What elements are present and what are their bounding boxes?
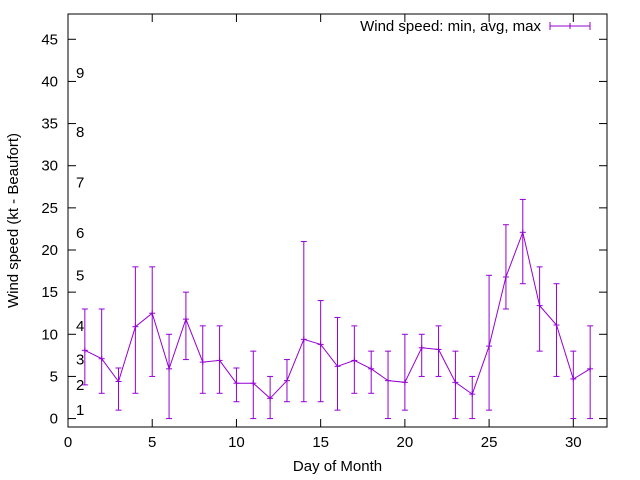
y-axis-title: Wind speed (kt - Beaufort)	[5, 133, 22, 308]
error-bar-day-19	[385, 350, 392, 420]
error-bar-day-28	[536, 266, 543, 352]
error-bar-day-16	[334, 316, 341, 411]
legend: Wind speed: min, avg, max	[360, 18, 591, 35]
error-bar-day-2	[98, 308, 105, 394]
wind-speed-series	[81, 198, 594, 420]
error-bar-day-11	[250, 350, 257, 420]
y-tick-label: 5	[50, 368, 58, 385]
y-tick-label: 0	[50, 411, 58, 428]
error-bar-day-12	[267, 375, 274, 420]
error-bar-day-13	[283, 359, 290, 403]
legend-label: Wind speed: min, avg, max	[360, 18, 541, 35]
x-tick-label: 0	[64, 434, 72, 451]
y-tick-label: 35	[41, 116, 58, 133]
error-bar-day-23	[452, 350, 459, 420]
y-tick-label: 45	[41, 31, 58, 48]
error-bar-day-22	[435, 325, 442, 377]
error-bar-day-7	[182, 291, 189, 361]
error-bar-day-8	[199, 325, 206, 394]
error-bar-day-17	[351, 325, 358, 394]
error-bar-day-4	[132, 266, 139, 394]
beaufort-scale-labels: 1 2 3 4 5 6 7 8 9	[76, 65, 84, 419]
y-tick-label: 15	[41, 284, 58, 301]
error-bar-day-14	[300, 241, 307, 403]
error-bar-day-20	[401, 333, 408, 411]
error-bar-day-24	[469, 375, 476, 420]
x-axis-title: Day of Month	[293, 458, 382, 475]
beaufort-label: 4	[76, 318, 84, 335]
beaufort-label: 7	[76, 175, 84, 192]
error-bar-day-25	[486, 274, 493, 411]
x-tick-label: 25	[481, 434, 498, 451]
error-bar-day-3	[115, 367, 122, 411]
error-bar-day-30	[570, 350, 577, 420]
x-tick-label: 15	[312, 434, 329, 451]
y-tick-label: 20	[41, 242, 58, 259]
beaufort-label: 6	[76, 225, 84, 242]
error-bar-day-5	[149, 266, 156, 377]
error-bar-day-26	[502, 224, 509, 310]
error-bar-day-21	[418, 333, 425, 377]
error-bar-day-15	[317, 300, 324, 403]
legend-sample-line	[549, 22, 591, 30]
x-tick-label: 20	[397, 434, 414, 451]
error-bar-day-10	[233, 367, 240, 403]
error-bar-day-31	[587, 325, 594, 420]
y-tick-label: 40	[41, 73, 58, 90]
y-tick-label: 25	[41, 200, 58, 217]
beaufort-label: 8	[76, 124, 84, 141]
error-bar-day-1	[81, 308, 88, 386]
x-axis-ticks: 0 5 10 15 20 25 30	[64, 14, 582, 451]
beaufort-label: 3	[76, 352, 84, 369]
error-bar-day-18	[368, 350, 375, 394]
y-tick-label: 10	[41, 326, 58, 343]
x-tick-label: 30	[565, 434, 582, 451]
beaufort-label: 5	[76, 267, 84, 284]
beaufort-label: 9	[76, 65, 84, 82]
y-tick-label: 30	[41, 158, 58, 175]
error-bar-day-6	[166, 333, 173, 420]
x-tick-label: 5	[148, 434, 156, 451]
error-bar-day-29	[553, 283, 560, 377]
beaufort-label: 2	[76, 377, 84, 394]
x-tick-label: 10	[228, 434, 245, 451]
plot-area-frame	[67, 13, 608, 428]
beaufort-label: 1	[76, 402, 84, 419]
error-bar-day-9	[216, 325, 223, 394]
error-bar-day-27	[519, 198, 526, 285]
